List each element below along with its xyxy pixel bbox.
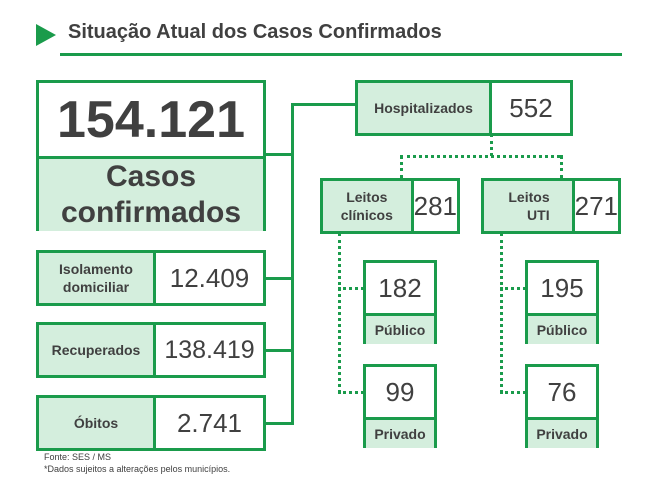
recuperados-box: Recuperados 138.419 — [36, 322, 266, 378]
uti-privado-value: 76 — [528, 367, 596, 420]
uti-privado-box: 76 Privado — [525, 364, 599, 448]
leitos-uti-label: Leitos UTI — [484, 181, 575, 231]
isolamento-label: Isolamento domiciliar — [39, 253, 156, 303]
title-underline — [60, 53, 622, 56]
isolamento-box: Isolamento domiciliar 12.409 — [36, 250, 266, 306]
connector — [291, 103, 294, 425]
leitos-clinicos-label: Leitos clínicos — [323, 181, 414, 231]
total-cases-label: Casos confirmados — [39, 159, 263, 231]
connector — [264, 349, 294, 352]
connector — [264, 153, 294, 156]
leitos-uti-value: 271 — [574, 181, 618, 231]
recuperados-label: Recuperados — [39, 325, 156, 375]
obitos-label: Óbitos — [39, 398, 156, 448]
total-cases-value: 154.121 — [39, 83, 263, 159]
dotted-connector — [338, 233, 341, 393]
clinicos-publico-box: 182 Público — [363, 260, 437, 344]
connector — [291, 103, 357, 106]
connector — [264, 277, 294, 280]
recuperados-value: 138.419 — [156, 325, 263, 375]
clinicos-privado-box: 99 Privado — [363, 364, 437, 448]
dotted-connector — [560, 155, 563, 179]
dotted-connector — [338, 287, 364, 290]
leitos-clinicos-box: Leitos clínicos 281 — [320, 178, 460, 234]
obitos-value: 2.741 — [156, 398, 263, 448]
leitos-clinicos-value: 281 — [413, 181, 457, 231]
dotted-connector — [338, 391, 364, 394]
dotted-connector — [500, 391, 526, 394]
source-note: Fonte: SES / MS — [44, 452, 112, 462]
dotted-connector — [500, 287, 526, 290]
hospitalizados-value: 552 — [492, 83, 570, 133]
uti-publico-label: Público — [528, 316, 596, 344]
obitos-box: Óbitos 2.741 — [36, 395, 266, 451]
uti-privado-label: Privado — [528, 420, 596, 448]
dotted-connector — [500, 233, 503, 393]
page-title: Situação Atual dos Casos Confirmados — [68, 21, 442, 43]
clinicos-privado-value: 99 — [366, 367, 434, 420]
leitos-uti-box: Leitos UTI 271 — [481, 178, 621, 234]
hospitalizados-label: Hospitalizados — [358, 83, 492, 133]
header-arrow-icon — [36, 24, 56, 46]
connector — [264, 422, 294, 425]
clinicos-publico-label: Público — [366, 316, 434, 344]
clinicos-privado-label: Privado — [366, 420, 434, 448]
isolamento-value: 12.409 — [156, 253, 263, 303]
total-cases-box: 154.121 Casos confirmados — [36, 80, 266, 231]
dotted-connector — [400, 155, 560, 158]
dotted-connector — [490, 134, 493, 156]
clinicos-publico-value: 182 — [366, 263, 434, 316]
uti-publico-value: 195 — [528, 263, 596, 316]
uti-publico-box: 195 Público — [525, 260, 599, 344]
dotted-connector — [400, 155, 403, 179]
hospitalizados-box: Hospitalizados 552 — [355, 80, 573, 136]
disclaimer-note: *Dados sujeitos a alterações pelos munic… — [44, 464, 231, 474]
